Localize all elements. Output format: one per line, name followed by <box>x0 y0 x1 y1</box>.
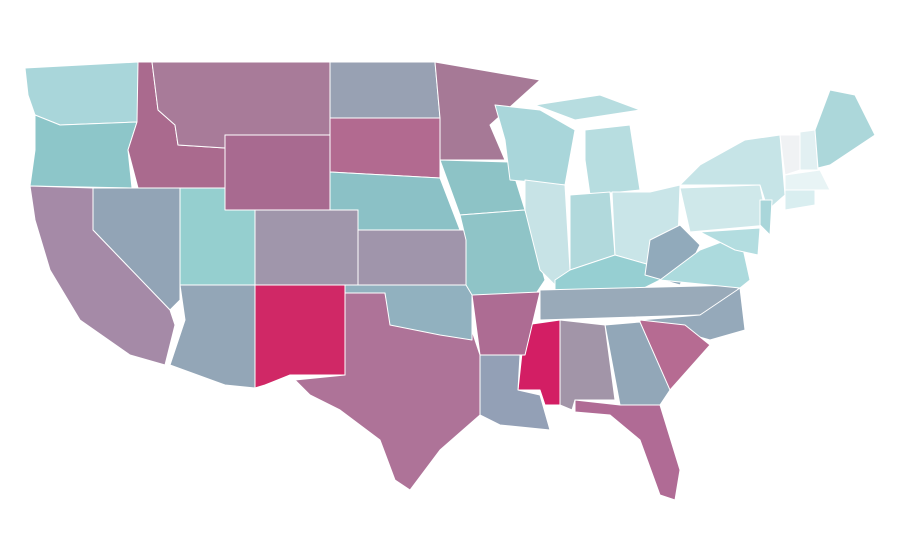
state <box>434 61 541 161</box>
state <box>344 284 473 341</box>
state <box>357 229 467 286</box>
state <box>329 61 441 119</box>
state <box>479 354 551 431</box>
state <box>814 89 876 169</box>
state <box>574 399 681 501</box>
state <box>254 209 359 286</box>
state <box>24 61 139 126</box>
state <box>254 284 346 389</box>
state <box>29 185 176 366</box>
state <box>679 134 786 211</box>
state <box>659 234 751 289</box>
state <box>169 284 256 389</box>
state <box>784 169 831 191</box>
state <box>604 321 671 406</box>
state <box>584 124 641 196</box>
state <box>29 114 138 189</box>
state <box>759 199 773 236</box>
state <box>784 189 816 211</box>
state <box>471 291 541 356</box>
state <box>699 227 761 256</box>
state <box>534 94 641 121</box>
state <box>329 117 441 179</box>
states <box>24 61 876 501</box>
state <box>224 134 331 211</box>
state <box>679 184 769 233</box>
